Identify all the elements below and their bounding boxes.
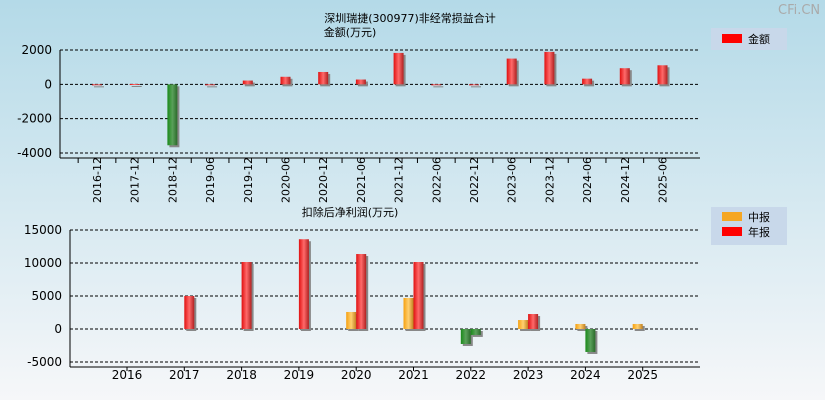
bar-amount <box>582 78 593 85</box>
bar-amount <box>242 80 253 85</box>
bar-amount <box>355 79 366 85</box>
y-tick-label: -5000 <box>27 355 62 369</box>
watermark: CFi.CN <box>778 3 820 18</box>
y-tick-label: 0 <box>54 322 62 336</box>
bar-annual <box>241 262 252 329</box>
legend-1: 金额 <box>711 28 787 50</box>
x-tick-label: 2024-12 <box>619 157 632 203</box>
x-tick-label: 2020-12 <box>317 157 330 203</box>
y-tick-label: 2000 <box>21 43 52 57</box>
bar-amount <box>280 76 291 85</box>
x-tick-label: 2019 <box>284 368 315 382</box>
x-tick-label: 2017-12 <box>129 157 142 203</box>
bar-annual <box>470 329 481 335</box>
x-tick-label: 2019-06 <box>204 157 217 203</box>
bar-amount <box>657 65 668 85</box>
y-tick-label: 0 <box>44 77 52 91</box>
x-tick-label: 2024-06 <box>581 157 594 203</box>
bar-amount <box>469 84 479 86</box>
bar-amount <box>431 84 442 86</box>
x-tick-label: 2020 <box>341 368 372 382</box>
x-tick-label: 2022-12 <box>468 157 481 203</box>
x-tick-label: 2025 <box>627 368 658 382</box>
x-tick-label: 2020-06 <box>280 157 293 203</box>
bar-amount <box>167 84 178 146</box>
x-tick-label: 2025-06 <box>657 157 670 203</box>
chart1-title: 深圳瑞捷(300977)非经常损益合计 <box>324 11 496 25</box>
bar-mid <box>632 323 643 329</box>
bar-amount <box>619 68 630 85</box>
x-tick-label: 2018-12 <box>166 157 179 203</box>
bar-mid <box>403 297 414 329</box>
bar-annual <box>585 329 596 352</box>
x-tick-label: 2022-06 <box>430 157 443 203</box>
x-tick-label: 2022 <box>456 368 487 382</box>
bar-amount-shadow <box>433 86 444 88</box>
legend-label-mid: 中报 <box>748 210 770 224</box>
x-tick-label: 2016-12 <box>91 157 104 203</box>
bar-mid <box>518 320 529 329</box>
bar-mid <box>346 311 357 329</box>
bar-amount-shadow <box>131 85 142 87</box>
bar-amount <box>92 84 102 86</box>
x-tick-label: 2019-12 <box>242 157 255 203</box>
bar-annual <box>356 254 367 329</box>
x-tick-label: 2018 <box>226 368 257 382</box>
legend-swatch-annual <box>722 227 742 236</box>
x-tick-label: 2017 <box>169 368 200 382</box>
x-tick-label: 2021 <box>398 368 429 382</box>
legend-label-annual: 年报 <box>748 225 770 239</box>
y-tick-label: -4000 <box>17 146 52 160</box>
bar-amount-shadow <box>207 86 218 88</box>
bar-amount-shadow <box>94 86 104 88</box>
y-tick-label: 10000 <box>24 256 62 270</box>
bar-amount <box>393 52 404 85</box>
legend-swatch-amount <box>722 34 742 43</box>
bar-amount-shadow <box>471 86 481 88</box>
legend-swatch-mid <box>722 212 742 221</box>
x-tick-label: 2016 <box>112 368 143 382</box>
chart1-subtitle: 金额(万元) <box>324 25 377 39</box>
legend-label-amount: 金额 <box>748 32 770 46</box>
x-tick-label: 2024 <box>570 368 601 382</box>
bar-mid <box>575 323 586 329</box>
x-tick-label: 2023-06 <box>506 157 519 203</box>
y-tick-label: -2000 <box>17 112 52 126</box>
bar-amount <box>318 71 329 85</box>
y-tick-label: 15000 <box>24 223 62 237</box>
x-tick-label: 2021-06 <box>355 157 368 203</box>
x-tick-label: 2021-12 <box>393 157 406 203</box>
bar-mid <box>460 329 471 344</box>
bar-amount <box>506 58 517 85</box>
bar-annual <box>184 296 195 329</box>
legend-2: 中报 年报 <box>711 207 787 245</box>
bar-amount-shadow <box>244 82 255 87</box>
chart2-title: 扣除后净利润(万元) <box>302 205 399 219</box>
x-tick-label: 2023-12 <box>543 157 556 203</box>
y-tick-label: 5000 <box>31 289 62 303</box>
bar-amount <box>129 83 140 85</box>
bar-amount <box>544 51 555 85</box>
bar-amount <box>205 84 216 86</box>
x-tick-label: 2023 <box>513 368 544 382</box>
bar-annual <box>528 314 539 329</box>
bar-annual <box>413 262 424 329</box>
bar-annual <box>298 239 309 329</box>
